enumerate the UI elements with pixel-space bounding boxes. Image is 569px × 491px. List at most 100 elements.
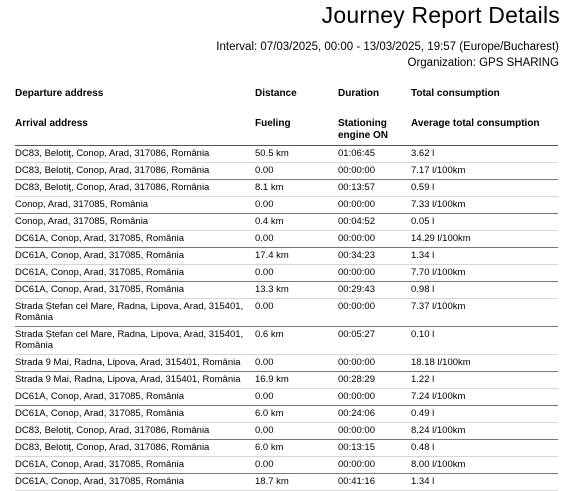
address-cell: DC83, Belotiţ, Conop, Arad, 317086, Româ… bbox=[15, 148, 210, 159]
distance-cell: 0.00 bbox=[255, 425, 274, 436]
consumption-cell: 18.18 l/100km bbox=[411, 357, 471, 368]
consumption-cell: 7.24 l/100km bbox=[411, 391, 466, 402]
address-cell: DC83, Belotiţ, Conop, Arad, 317086, Româ… bbox=[15, 182, 210, 193]
address-cell: Conop, Arad, 317085, România bbox=[15, 199, 149, 210]
duration-cell: 00:13:57 bbox=[338, 182, 375, 193]
interval-value: 07/03/2025, 00:00 - 13/03/2025, 19:57 (E… bbox=[260, 41, 559, 53]
table-row: Strada 9 Mai, Radna, Lipova, Arad, 31540… bbox=[15, 372, 558, 389]
distance-cell: 6.0 km bbox=[255, 408, 284, 419]
distance-cell: 0.00 bbox=[255, 199, 274, 210]
distance-cell: 0.00 bbox=[255, 267, 274, 278]
distance-cell: 0.00 bbox=[255, 391, 274, 402]
distance-cell: 6.0 km bbox=[255, 442, 284, 453]
address-cell: DC83, Belotiţ, Conop, Arad, 317086, Româ… bbox=[15, 425, 210, 436]
address-cell: Strada Ștefan cel Mare, Radna, Lipova, A… bbox=[15, 301, 244, 323]
table-row: DC61A, Conop, Arad, 317085, România 0.00 0… bbox=[15, 389, 558, 406]
duration-cell: 00:00:00 bbox=[338, 391, 375, 402]
address-cell: Conop, Arad, 317085, România bbox=[15, 216, 149, 227]
distance-cell: 0.00 bbox=[255, 233, 274, 244]
table-row: DC61A, Conop, Arad, 317085, România 0.00 0… bbox=[15, 231, 558, 248]
distance-cell: 0.4 km bbox=[255, 216, 284, 227]
address-cell: DC61A, Conop, Arad, 317085, România bbox=[15, 476, 184, 487]
duration-cell: 00:00:00 bbox=[338, 425, 375, 436]
distance-cell: 13.3 km bbox=[255, 284, 289, 295]
consumption-cell: 0.48 l bbox=[411, 442, 435, 453]
table-row: DC61A, Conop, Arad, 317085, România 18.7 … bbox=[15, 474, 558, 491]
table-row: DC61A, Conop, Arad, 317085, România 17.4 … bbox=[15, 248, 558, 265]
address-cell: Strada 9 Mai, Radna, Lipova, Arad, 31540… bbox=[15, 357, 241, 368]
duration-cell: 00:13:15 bbox=[338, 442, 375, 453]
consumption-cell: 1.22 l bbox=[411, 374, 435, 385]
duration-cell: 00:41:16 bbox=[338, 476, 375, 487]
consumption-cell: 3.62 l bbox=[411, 148, 435, 159]
duration-cell: 01:06:45 bbox=[338, 148, 375, 159]
header-fueling: Fueling bbox=[255, 118, 291, 129]
consumption-cell: 1.34 l bbox=[411, 250, 435, 261]
duration-cell: 00:00:00 bbox=[338, 301, 375, 312]
consumption-cell: 8.24 l/100km bbox=[411, 425, 466, 436]
distance-cell: 0.00 bbox=[255, 301, 274, 312]
table-row: Conop, Arad, 317085, România 0.00 00:00:00… bbox=[15, 197, 558, 214]
distance-cell: 0.00 bbox=[255, 459, 274, 470]
address-cell: DC61A, Conop, Arad, 317085, România bbox=[15, 284, 184, 295]
duration-cell: 00:28:29 bbox=[338, 374, 375, 385]
distance-cell: 50.5 km bbox=[255, 148, 289, 159]
consumption-cell: 7.37 l/100km bbox=[411, 301, 466, 312]
interval-label: Interval: bbox=[216, 41, 258, 53]
table-row: Strada Ștefan cel Mare, Radna, Lipova, A… bbox=[15, 327, 558, 355]
table-row: DC83, Belotiţ, Conop, Arad, 317086, Româ… bbox=[15, 180, 558, 197]
duration-cell: 00:00:00 bbox=[338, 357, 375, 368]
duration-cell: 00:00:00 bbox=[338, 233, 375, 244]
duration-cell: 00:00:00 bbox=[338, 165, 375, 176]
distance-cell: 18.7 km bbox=[255, 476, 289, 487]
table-row: DC83, Belotiţ, Conop, Arad, 317086, Româ… bbox=[15, 423, 558, 440]
table-row: Conop, Arad, 317085, România 0.4 km 00:04:… bbox=[15, 214, 558, 231]
distance-cell: 0.00 bbox=[255, 165, 274, 176]
table-row: Strada 9 Mai, Radna, Lipova, Arad, 31540… bbox=[15, 355, 558, 372]
header-departure-address: Departure address bbox=[15, 88, 104, 99]
address-cell: DC61A, Conop, Arad, 317085, România bbox=[15, 267, 184, 278]
distance-cell: 0.00 bbox=[255, 357, 274, 368]
address-cell: DC61A, Conop, Arad, 317085, România bbox=[15, 233, 184, 244]
address-cell: DC61A, Conop, Arad, 317085, România bbox=[15, 391, 184, 402]
consumption-cell: 0.49 l bbox=[411, 408, 435, 419]
consumption-cell: 14.29 l/100km bbox=[411, 233, 471, 244]
table-row: DC61A, Conop, Arad, 317085, România 0.00 0… bbox=[15, 265, 558, 282]
distance-cell: 8.1 km bbox=[255, 182, 284, 193]
table-row: Strada Ștefan cel Mare, Radna, Lipova, A… bbox=[15, 299, 558, 327]
organization-line: Organization: GPS SHARING bbox=[408, 57, 560, 69]
interval-line: Interval: 07/03/2025, 00:00 - 13/03/2025… bbox=[216, 41, 559, 53]
consumption-cell: 8.00 l/100km bbox=[411, 459, 466, 470]
address-cell: DC61A, Conop, Arad, 317085, România bbox=[15, 250, 184, 261]
duration-cell: 00:00:00 bbox=[338, 199, 375, 210]
organization-label: Organization: bbox=[407, 57, 476, 69]
header-stationing-engine-on: Stationing engine ON bbox=[338, 118, 389, 141]
table-row: DC83, Belotiţ, Conop, Arad, 317086, Româ… bbox=[15, 440, 558, 457]
distance-cell: 0.6 km bbox=[255, 329, 284, 340]
table-row: DC61A, Conop, Arad, 317085, România 0.00 0… bbox=[15, 457, 558, 474]
duration-cell: 00:00:00 bbox=[338, 267, 375, 278]
table-row: DC61A, Conop, Arad, 317085, România 13.3 … bbox=[15, 282, 558, 299]
distance-cell: 17.4 km bbox=[255, 250, 289, 261]
table-header-top: Departure address Distance Duration Tota… bbox=[15, 88, 558, 114]
consumption-cell: 0.98 l bbox=[411, 284, 435, 295]
consumption-cell: 7.70 l/100km bbox=[411, 267, 466, 278]
consumption-cell: 7.17 l/100km bbox=[411, 165, 466, 176]
header-average-total-consumption: Average total consumption bbox=[411, 118, 540, 129]
table-header-bottom: Arrival address Fueling Stationing engin… bbox=[15, 118, 558, 144]
address-cell: DC61A, Conop, Arad, 317085, România bbox=[15, 408, 184, 419]
duration-cell: 00:24:06 bbox=[338, 408, 375, 419]
table-row: DC61A, Conop, Arad, 317085, România 6.0 k… bbox=[15, 406, 558, 423]
address-cell: Strada 9 Mai, Radna, Lipova, Arad, 31540… bbox=[15, 374, 241, 385]
header-duration: Duration bbox=[338, 88, 380, 99]
table-row: DC83, Belotiţ, Conop, Arad, 317086, Româ… bbox=[15, 146, 558, 163]
duration-cell: 00:04:52 bbox=[338, 216, 375, 227]
header-total-consumption: Total consumption bbox=[411, 88, 500, 99]
consumption-cell: 0.05 l bbox=[411, 216, 435, 227]
consumption-cell: 1.34 l bbox=[411, 476, 435, 487]
duration-cell: 00:00:00 bbox=[338, 459, 375, 470]
duration-cell: 00:05:27 bbox=[338, 329, 375, 340]
address-cell: DC83, Belotiţ, Conop, Arad, 317086, Româ… bbox=[15, 165, 210, 176]
page-title: Journey Report Details bbox=[321, 2, 560, 28]
distance-cell: 16.9 km bbox=[255, 374, 289, 385]
